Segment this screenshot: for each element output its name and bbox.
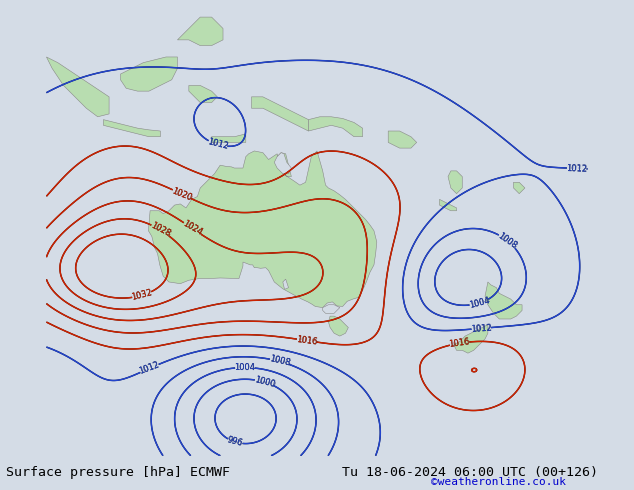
Text: 1000: 1000 [253, 375, 276, 389]
Text: 1008: 1008 [268, 355, 291, 368]
Text: 1016: 1016 [295, 335, 318, 346]
Text: 1004: 1004 [468, 296, 491, 310]
Text: 1032: 1032 [131, 288, 153, 302]
Text: 1012: 1012 [207, 138, 229, 151]
Text: 1016: 1016 [448, 337, 470, 349]
Text: 1024: 1024 [181, 220, 204, 238]
Polygon shape [309, 117, 363, 137]
Text: 1016: 1016 [295, 335, 318, 346]
Text: 1004: 1004 [468, 296, 491, 310]
Polygon shape [120, 57, 178, 91]
Polygon shape [103, 120, 160, 137]
Text: 1008: 1008 [496, 231, 519, 250]
Text: 1012: 1012 [207, 138, 229, 151]
Text: 1008: 1008 [268, 355, 291, 368]
Text: 1012: 1012 [470, 323, 492, 334]
Text: 1012: 1012 [470, 323, 492, 334]
Text: 1012: 1012 [566, 164, 587, 173]
Text: 1008: 1008 [496, 231, 519, 250]
Polygon shape [328, 316, 348, 336]
Polygon shape [178, 17, 223, 46]
Text: Tu 18-06-2024 06:00 UTC (00+126): Tu 18-06-2024 06:00 UTC (00+126) [342, 466, 598, 479]
Text: 996: 996 [226, 436, 244, 448]
Text: 1016: 1016 [448, 337, 470, 349]
Polygon shape [189, 85, 217, 102]
Polygon shape [283, 279, 288, 290]
Text: 1004: 1004 [235, 363, 256, 372]
Polygon shape [485, 282, 522, 319]
Text: 996: 996 [226, 436, 244, 448]
Text: 1012: 1012 [138, 361, 161, 376]
Text: 1000: 1000 [253, 375, 276, 389]
Polygon shape [514, 182, 525, 194]
Polygon shape [448, 171, 462, 194]
Text: 1028: 1028 [149, 221, 172, 239]
Text: 1020: 1020 [171, 186, 193, 202]
Polygon shape [439, 199, 456, 211]
Text: 1028: 1028 [149, 221, 172, 239]
Polygon shape [148, 151, 377, 308]
Polygon shape [454, 325, 488, 353]
Text: ©weatheronline.co.uk: ©weatheronline.co.uk [431, 477, 566, 487]
Text: 1032: 1032 [131, 288, 153, 302]
Polygon shape [46, 57, 109, 117]
Polygon shape [212, 134, 246, 143]
Text: 1020: 1020 [171, 186, 193, 202]
Text: 1004: 1004 [235, 363, 256, 372]
Polygon shape [323, 305, 340, 313]
Text: 1012: 1012 [138, 361, 161, 376]
Polygon shape [275, 153, 292, 174]
Polygon shape [252, 97, 309, 131]
Text: 1024: 1024 [181, 220, 204, 238]
Text: Surface pressure [hPa] ECMWF: Surface pressure [hPa] ECMWF [6, 466, 230, 479]
Text: 1012: 1012 [566, 164, 587, 173]
Polygon shape [388, 131, 417, 148]
